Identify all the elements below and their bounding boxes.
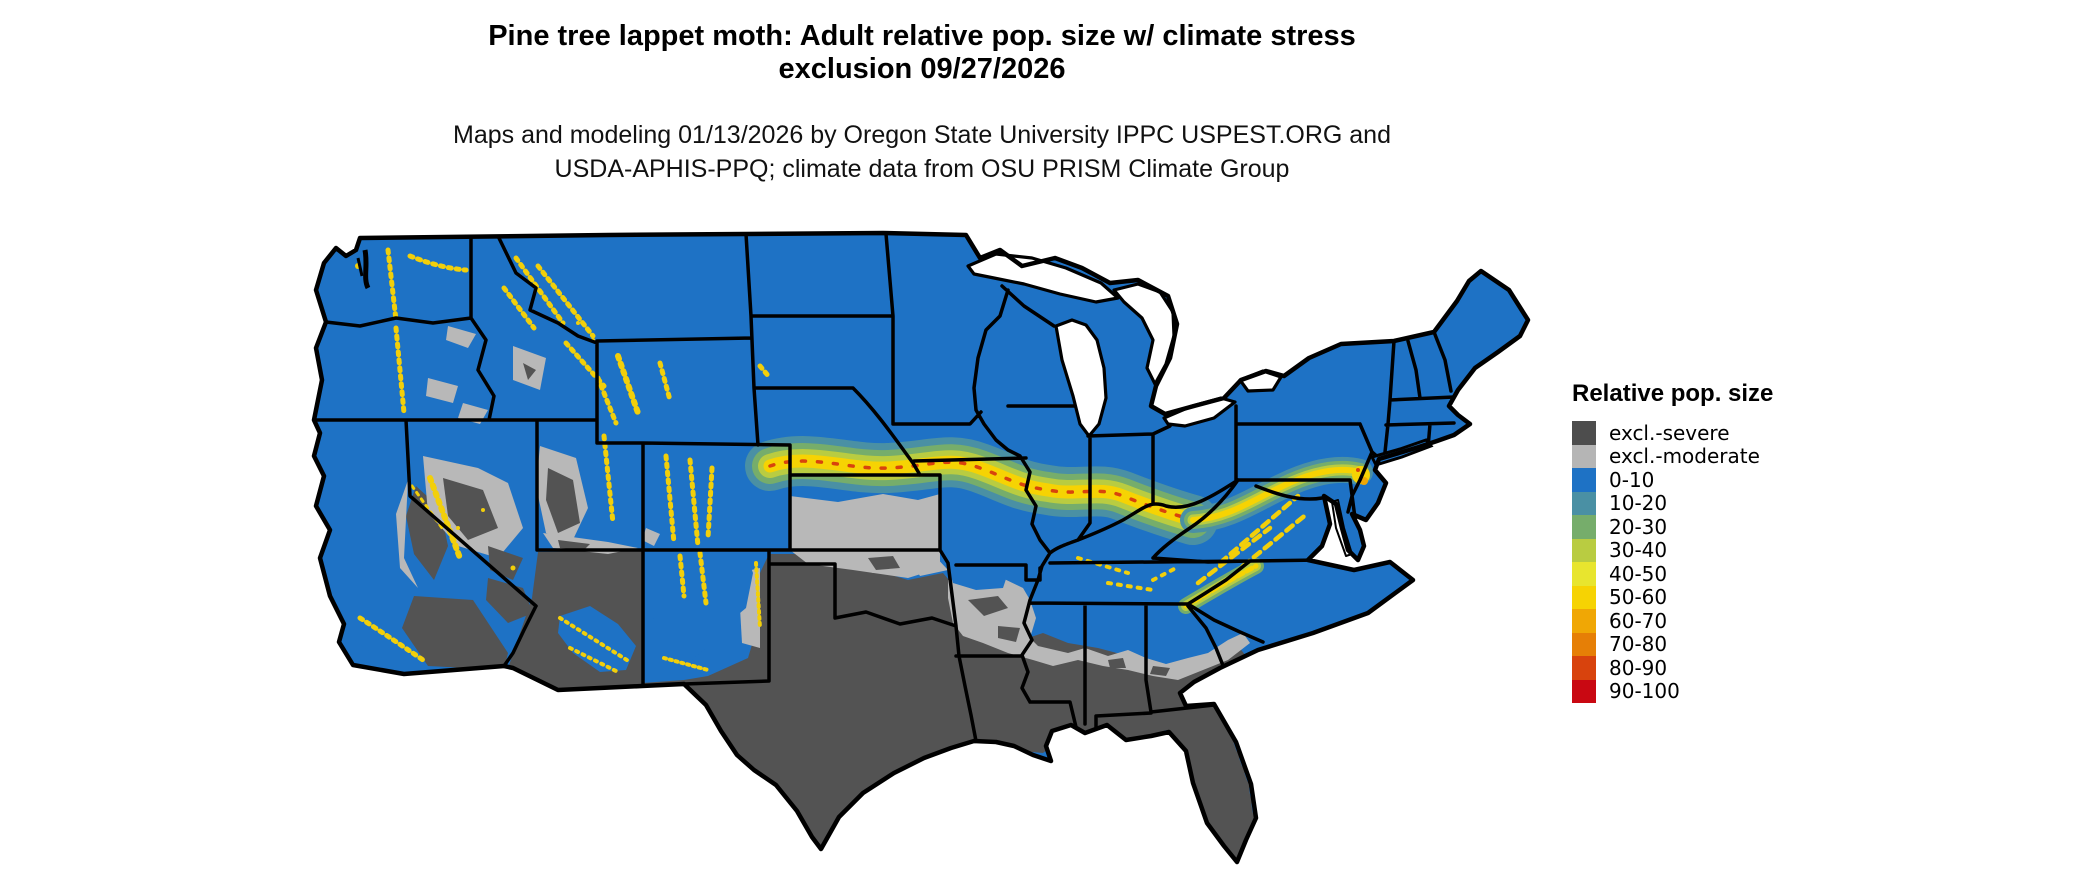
legend-item: 70-80	[1572, 632, 1773, 657]
us-map-image	[311, 230, 1531, 865]
title-line-1: Pine tree lappet moth: Adult relative po…	[488, 20, 1356, 52]
legend-item: 0-10	[1572, 468, 1773, 492]
conus-outline	[311, 230, 1531, 865]
legend-item: 50-60	[1572, 585, 1773, 610]
legend-swatch-50-60	[1572, 585, 1596, 609]
title-line-2: exclusion 09/27/2026	[778, 53, 1066, 85]
map-population-band	[745, 436, 1373, 614]
legend-item: excl.-moderate	[1572, 444, 1773, 469]
state-borders	[314, 233, 1456, 743]
legend-item: 60-70	[1572, 609, 1773, 633]
page-subtitle: Maps and modeling 01/13/2026 by Oregon S…	[322, 118, 1522, 186]
map-mountain-speckles	[355, 247, 1311, 674]
subtitle-line-2: USDA-APHIS-PPQ; climate data from OSU PR…	[554, 155, 1290, 183]
legend-label: 0-10	[1609, 467, 1655, 492]
legend-item: 80-90	[1572, 656, 1773, 680]
legend-swatch-excl-severe	[1572, 421, 1596, 445]
map-fill-layer	[314, 233, 1528, 862]
legend-item: excl.-severe	[1572, 421, 1773, 445]
legend-swatch-10-20	[1572, 491, 1596, 515]
legend-item: 10-20	[1572, 491, 1773, 516]
legend-label: 10-20	[1609, 491, 1668, 516]
legend-label: 30-40	[1609, 538, 1668, 563]
legend-swatch-30-40	[1572, 538, 1596, 562]
lake-superior	[966, 252, 1120, 304]
legend-item: 40-50	[1572, 562, 1773, 586]
legend-swatch-20-30	[1572, 515, 1596, 539]
map-severe-mountain-patches	[443, 363, 1170, 676]
puget-sound	[356, 249, 371, 290]
legend-item: 90-100	[1572, 679, 1773, 704]
legend-label: 70-80	[1609, 632, 1668, 657]
legend-label: 40-50	[1609, 561, 1668, 586]
legend-label: excl.-severe	[1609, 420, 1730, 445]
legend-swatch-excl-moderate	[1572, 444, 1596, 468]
legend-swatch-40-50	[1572, 562, 1596, 586]
legend-label: 80-90	[1609, 655, 1668, 680]
legend-label: excl.-moderate	[1609, 444, 1760, 469]
lake-michigan	[1054, 318, 1108, 438]
page-title: Pine tree lappet moth: Adult relative po…	[322, 20, 1522, 86]
subtitle-line-1: Maps and modeling 01/13/2026 by Oregon S…	[453, 121, 1391, 149]
legend-swatch-70-80	[1572, 632, 1596, 656]
legend-label: 60-70	[1609, 608, 1668, 633]
legend-item: 20-30	[1572, 515, 1773, 539]
legend-label: 90-100	[1609, 679, 1680, 704]
legend-item: 30-40	[1572, 538, 1773, 563]
legend-label: 50-60	[1609, 585, 1668, 610]
legend-swatch-0-10	[1572, 468, 1596, 492]
us-risk-map	[308, 228, 1554, 884]
legend-title: Relative pop. size	[1572, 380, 1774, 407]
legend-label: 20-30	[1609, 514, 1668, 539]
legend-swatch-60-70	[1572, 609, 1596, 633]
legend-swatch-90-100	[1572, 679, 1596, 703]
map-legend: Relative pop. size excl.-severe excl.-mo…	[1572, 380, 1773, 703]
legend-swatch-80-90	[1572, 656, 1596, 680]
